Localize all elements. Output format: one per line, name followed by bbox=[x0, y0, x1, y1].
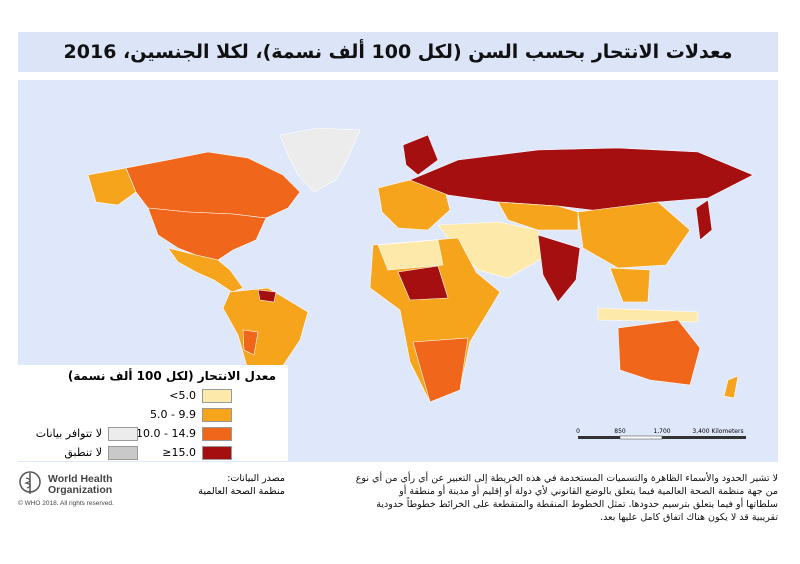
country-shape bbox=[242, 329, 259, 356]
title-bar: معدلات الانتحار بحسب السن (لكل 100 ألف ن… bbox=[18, 32, 778, 72]
disclaimer-line: سلطاتها أو فيما يتعلق بترسيم حدودها. تمث… bbox=[376, 499, 778, 510]
country-shape bbox=[397, 265, 449, 301]
who-name-line: World Health bbox=[48, 473, 113, 485]
legend-swatch bbox=[202, 389, 232, 403]
scale-label: 3,400 Kilometers bbox=[692, 428, 743, 435]
scale-label: 1,700 bbox=[653, 428, 670, 435]
legend-label: ≥15.0 bbox=[162, 446, 196, 459]
country-shape bbox=[597, 307, 699, 323]
legend-swatch bbox=[202, 446, 232, 460]
country-shape bbox=[412, 337, 469, 403]
who-name: World Health Organization bbox=[48, 474, 113, 496]
title: معدلات الانتحار بحسب السن (لكل 100 ألف ن… bbox=[63, 41, 733, 63]
country-shape bbox=[723, 375, 739, 399]
legend-label: <5.0 bbox=[169, 389, 196, 402]
who-emblem bbox=[19, 471, 41, 494]
country-shape bbox=[167, 247, 244, 293]
country-shape bbox=[577, 201, 691, 269]
scale-label: 0 bbox=[576, 428, 580, 435]
country-shape bbox=[695, 199, 713, 241]
scale-bar: 0 850 1,700 3,400 Kilometers bbox=[576, 428, 746, 440]
country-shape bbox=[257, 289, 277, 303]
legend-label: لا تتوافر بيانات bbox=[35, 427, 102, 440]
country-shape bbox=[279, 127, 361, 193]
disclaimer: لا تشير الحدود والأسماء الظاهرة والتسميا… bbox=[338, 472, 778, 524]
country-shape bbox=[609, 267, 651, 303]
country-shape bbox=[402, 134, 439, 176]
country-shape bbox=[87, 167, 137, 206]
country-shape bbox=[537, 234, 581, 303]
scale-segment bbox=[578, 436, 620, 439]
who-name-line: Organization bbox=[48, 484, 113, 496]
source: مصدر البيانات: منظمة الصحة العالمية bbox=[185, 472, 285, 498]
disclaimer-line: تقريبية قد لا يكون هناك اتفاق كامل عليها… bbox=[600, 512, 778, 523]
source-label: مصدر البيانات: bbox=[227, 473, 285, 484]
legend: معدل الانتحار (لكل 100 ألف نسمة) <5.0 5.0… bbox=[18, 365, 288, 461]
legend-swatch bbox=[108, 446, 138, 460]
legend-label: لا تنطبق bbox=[64, 446, 102, 459]
scale-segment bbox=[619, 435, 663, 440]
source-text: منظمة الصحة العالمية bbox=[198, 486, 285, 497]
disclaimer-line: من جهة منظمة الصحة العالمية فيما يتعلق ب… bbox=[399, 486, 778, 497]
legend-label: 5.0 - 9.9 bbox=[150, 408, 196, 421]
legend-swatch bbox=[202, 408, 232, 422]
country-shape bbox=[617, 319, 701, 386]
country-shape bbox=[147, 207, 267, 261]
legend-title: معدل الانتحار (لكل 100 ألف نسمة) bbox=[67, 369, 276, 383]
country-shape bbox=[377, 239, 444, 271]
scale-segment bbox=[662, 436, 746, 439]
legend-swatch bbox=[202, 427, 232, 441]
legend-label: 10.0 - 14.9 bbox=[136, 427, 196, 440]
scale-label: 850 bbox=[614, 428, 626, 435]
disclaimer-line: لا تشير الحدود والأسماء الظاهرة والتسميا… bbox=[355, 473, 778, 484]
copyright: © WHO 2018. All rights reserved. bbox=[18, 500, 114, 507]
country-shape bbox=[497, 201, 579, 231]
legend-swatch bbox=[108, 427, 138, 441]
